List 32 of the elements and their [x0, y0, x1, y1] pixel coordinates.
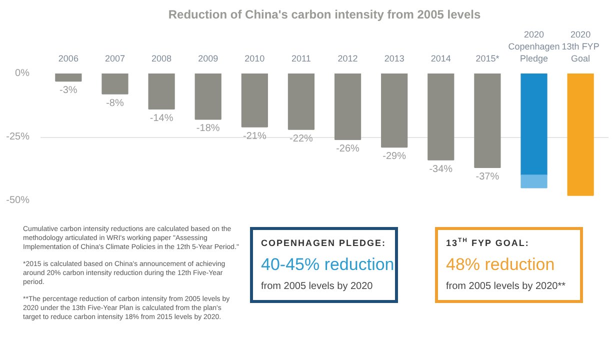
y-tick-label: -50% [6, 195, 30, 206]
text: COPENHAGEN PLEDGE: [261, 237, 388, 250]
x-tick-label: 2011 [292, 54, 311, 64]
text: 40-45% reduction [261, 254, 394, 276]
x-tick-label: 2012 [338, 54, 358, 64]
data-label: -14% [150, 113, 174, 124]
x-tick-label: 2006 [58, 54, 78, 64]
data-label: -21% [242, 130, 266, 142]
x-tick-label: 2020 13th FYP Goal [562, 30, 600, 64]
x-tick-label: 2020 Copenhagen Pledge [508, 30, 560, 64]
text: from 2005 levels by 2020 [261, 280, 374, 294]
x-tick-label: 2010 [244, 54, 265, 64]
text: 48% reduction [446, 254, 556, 276]
data-label: -37% [476, 171, 500, 182]
data-label: -34% [429, 164, 453, 175]
x-tick-label: 2007 [104, 54, 126, 64]
x-tick-label: 2014 [430, 54, 451, 64]
data-label: -26% [336, 144, 360, 155]
x-tick-label: 2008 [152, 54, 172, 64]
data-label: -3% [60, 85, 78, 96]
chart-title: Reduction of China's carbon intensity from 2005 levels [168, 8, 481, 22]
y-tick-label: 0% [15, 68, 30, 79]
text: 13$^{TH}$ FYP GOAL: [446, 237, 530, 250]
data-label: -29% [382, 151, 406, 162]
y-tick-label: -25% [6, 132, 30, 142]
text: from 2005 levels by 2020** [446, 280, 567, 294]
data-label: -22% [290, 133, 313, 144]
x-tick-label: 2009 [198, 54, 218, 64]
data-label: -8% [106, 98, 124, 109]
x-tick-label: 2013 [384, 54, 404, 64]
data-label: -18% [196, 123, 220, 134]
x-tick-label: 2015* [476, 54, 500, 64]
